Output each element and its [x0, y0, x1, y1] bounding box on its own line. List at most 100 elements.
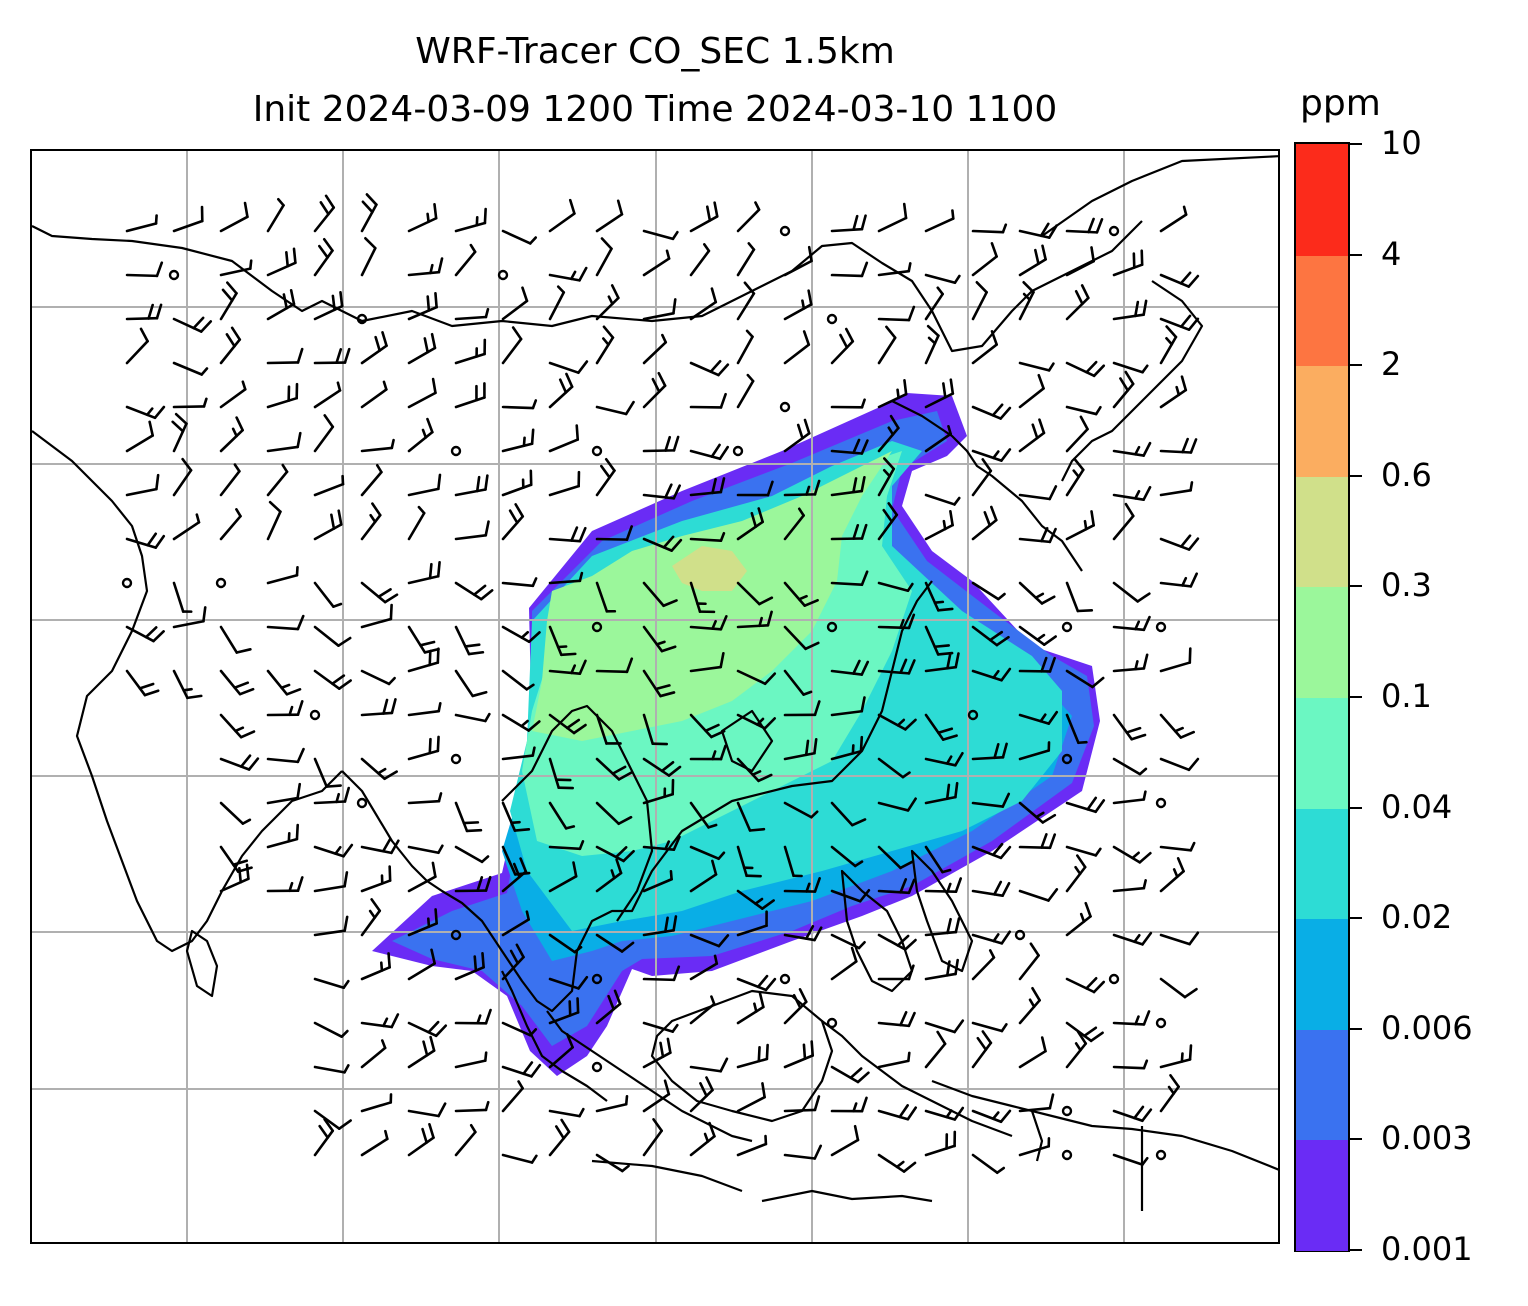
- wind-barb-feather: [143, 689, 160, 697]
- wind-barb: [1159, 314, 1200, 331]
- wind-barb: [125, 303, 163, 321]
- wind-barb-staff: [924, 273, 957, 285]
- wind-barb-staff: [689, 1088, 714, 1113]
- wind-barb: [407, 702, 442, 717]
- wind-barb-staff: [501, 581, 535, 588]
- wind-barb-staff: [125, 487, 158, 497]
- wind-barb-feather: [239, 730, 256, 739]
- wind-barb: [266, 700, 304, 717]
- wind-barb-feather: [1094, 405, 1102, 416]
- wind-barb: [548, 861, 578, 893]
- wind-barb-feather: [600, 237, 613, 251]
- colorbar-segment: [1296, 254, 1348, 367]
- wind-barb-feather: [200, 367, 209, 376]
- wind-barb-feather: [672, 484, 681, 500]
- wind-barb-staff: [830, 1065, 860, 1084]
- wind-barb-staff: [219, 845, 240, 873]
- wind-barb-feather: [743, 281, 756, 295]
- wind-barb: [313, 581, 343, 608]
- wind-barb-staff: [1159, 273, 1190, 288]
- wind-barb-feather: [889, 414, 900, 430]
- wind-barb-feather: [519, 857, 528, 873]
- wind-barb-feather: [1077, 740, 1088, 745]
- wind-barb-staff: [1018, 431, 1046, 453]
- wind-barb-staff: [219, 338, 242, 365]
- wind-barb-feather: [144, 626, 158, 639]
- wind-barb-feather: [704, 723, 720, 733]
- wind-barb: [736, 1082, 766, 1113]
- wind-barb-feather: [860, 398, 866, 409]
- wind-barb-staff: [736, 801, 752, 832]
- wind-barb-staff: [266, 573, 299, 585]
- wind-barb-feather: [382, 698, 389, 715]
- wind-barb-staff: [1018, 229, 1051, 239]
- wind-barb-feather: [754, 897, 764, 905]
- wind-barb-staff: [454, 713, 487, 723]
- colorbar-tick-label: 0.001: [1381, 1230, 1473, 1268]
- wind-barb: [407, 203, 438, 233]
- wind-barb: [736, 974, 777, 992]
- wind-barb: [548, 266, 588, 282]
- wind-barb-feather: [990, 242, 998, 258]
- wind-barb: [689, 392, 727, 409]
- wind-barb-staff: [172, 317, 203, 333]
- wind-barb-staff: [736, 889, 764, 910]
- wind-barb-feather: [813, 1144, 823, 1160]
- wind-barb-feather: [705, 205, 712, 222]
- wind-barb: [172, 669, 203, 700]
- wind-barb-staff: [313, 523, 343, 541]
- colorbar-tick: [1350, 917, 1362, 920]
- wind-barb-feather: [710, 287, 718, 304]
- wind-barb-feather: [1092, 364, 1106, 378]
- wind-barb-feather: [954, 958, 959, 976]
- wind-barb-feather: [465, 828, 483, 833]
- wind-barb: [924, 1106, 965, 1121]
- wind-barb-staff: [313, 581, 335, 608]
- wind-barb-staff: [783, 889, 817, 893]
- wind-barb-feather: [907, 1051, 911, 1063]
- wind-barb: [501, 713, 541, 732]
- wind-barb: [1018, 1036, 1047, 1069]
- wind-barb-staff: [595, 469, 616, 497]
- coastline-segment: [821, 1020, 1013, 1138]
- wind-barb-feather: [1034, 592, 1045, 600]
- wind-barb-feather: [991, 403, 1004, 417]
- wind-barb: [924, 1019, 965, 1034]
- wind-barb-feather: [1180, 1052, 1184, 1063]
- wind-barb-staff: [501, 405, 535, 410]
- colorbar-segment: [1296, 697, 1348, 809]
- wind-barb: [125, 532, 166, 549]
- wind-barb: [595, 325, 615, 365]
- wind-barb-feather: [1028, 998, 1036, 1008]
- calm-wind-marker: [732, 445, 744, 457]
- wind-barb-feather: [565, 718, 581, 730]
- wind-barb-feather: [247, 757, 260, 771]
- wind-barb-feather: [713, 201, 719, 218]
- wind-barb-feather: [1187, 537, 1200, 551]
- wind-barb: [971, 842, 1012, 860]
- wind-barb-feather: [383, 770, 398, 781]
- wind-barb-feather: [155, 261, 164, 278]
- wind-barb-staff: [1112, 263, 1144, 277]
- wind-barb-feather: [1173, 726, 1184, 733]
- wind-barb-feather: [1179, 271, 1192, 285]
- wind-barb: [501, 857, 528, 893]
- wind-barb-staff: [689, 962, 719, 981]
- colorbar-segment: [1296, 1139, 1348, 1251]
- wind-barb-staff: [172, 361, 204, 376]
- wind-barb-feather: [484, 520, 490, 537]
- wind-barb-feather: [903, 378, 908, 396]
- wind-barb-feather: [659, 691, 676, 698]
- coastline-segment: [720, 709, 774, 773]
- wind-barb-staff: [407, 1136, 435, 1157]
- wind-barb-staff: [1159, 977, 1187, 999]
- wind-barb-staff: [1159, 757, 1191, 772]
- wind-barb-feather: [381, 331, 388, 348]
- wind-barb-staff: [877, 1021, 911, 1028]
- wind-barb-feather: [625, 657, 634, 674]
- wind-barb: [783, 507, 805, 541]
- wind-barb: [1018, 526, 1057, 544]
- wind-barb: [1065, 669, 1105, 689]
- wind-barb-feather: [337, 1119, 352, 1130]
- wind-barb-feather: [527, 631, 541, 644]
